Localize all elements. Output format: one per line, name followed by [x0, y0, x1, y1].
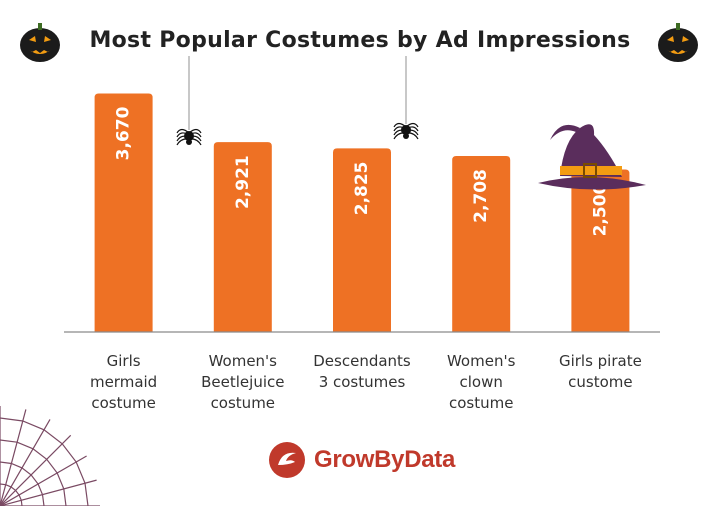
pumpkin-icon: [20, 23, 60, 62]
pumpkin-eye: [29, 36, 36, 42]
pumpkin-mouth: [666, 49, 690, 54]
web-ring: [0, 439, 67, 506]
bar-value-label-3: 2,825: [352, 161, 372, 215]
web-strand: [0, 419, 51, 506]
bar-4: [452, 155, 511, 332]
growbydata-logo-icon: [269, 442, 305, 478]
web-strand: [0, 479, 97, 506]
category-label-3-line-1: Descendants: [313, 352, 411, 370]
pumpkin-eye: [667, 36, 674, 42]
hat-brim: [538, 176, 646, 190]
pumpkin-eye: [44, 36, 51, 42]
spider-leg: [393, 129, 407, 136]
category-label-5-line-1: Girls pirate: [559, 352, 642, 370]
bar-2: [213, 142, 272, 332]
web-ring: [0, 483, 23, 506]
category-label-4-line-3: costume: [449, 394, 513, 412]
spider-web-icon: [0, 406, 100, 506]
bar-value-label-4: 2,708: [471, 169, 491, 223]
web-ring: [0, 417, 89, 506]
spider-leg: [393, 122, 407, 128]
bar-3: [333, 148, 391, 332]
category-label-1-line-1: Girls: [107, 352, 141, 370]
web-strand: [0, 455, 87, 506]
spider-leg: [393, 126, 407, 132]
brand-name: GrowByData: [314, 446, 456, 473]
category-label-1-line-2: mermaid: [90, 373, 157, 391]
spider-leg: [188, 138, 202, 146]
pumpkin-stem: [38, 23, 42, 30]
brand-logo: GrowByData: [268, 440, 455, 480]
bar-value-label-2: 2,921: [233, 155, 253, 209]
spider-leg: [188, 135, 202, 142]
pumpkin-mouth: [28, 49, 52, 54]
web-ring: [0, 461, 45, 506]
spider-icon: [393, 56, 419, 140]
bar-1: [94, 93, 153, 332]
bar-5: [571, 169, 630, 332]
category-label-1-line-3: costume: [91, 394, 155, 412]
spider-head: [186, 139, 192, 145]
spider-leg: [188, 128, 202, 134]
spider-leg: [405, 126, 419, 132]
chart-title: Most Popular Costumes by Ad Impressions: [89, 28, 631, 53]
witch-hat-icon: [538, 124, 646, 190]
spider-leg: [393, 132, 407, 140]
spider-leg: [176, 132, 190, 138]
bar-value-label-5: 2,500: [590, 182, 610, 236]
pumpkin-eye: [682, 36, 689, 42]
web-strand: [0, 434, 72, 506]
category-label-2-line-2: Beetlejuice: [201, 373, 284, 391]
spider-leg: [405, 129, 419, 136]
hat-tip: [550, 124, 580, 140]
hat-band: [560, 166, 622, 175]
category-label-4-line-1: Women's: [447, 352, 516, 370]
spider-head: [403, 133, 409, 139]
bar-value-label-1: 3,670: [114, 106, 134, 160]
spider-leg: [176, 138, 190, 146]
pumpkin-stem: [676, 23, 680, 30]
spider-icon: [176, 56, 202, 146]
spider-leg: [405, 132, 419, 140]
pumpkin-body: [658, 28, 698, 62]
category-label-5-line-2: custome: [568, 373, 632, 391]
spider-leg: [405, 122, 419, 128]
web-strand: [0, 409, 27, 506]
hat-cone: [560, 124, 622, 177]
pumpkin-icon: [658, 23, 698, 62]
hat-buckle: [583, 163, 597, 178]
category-label-2-line-3: costume: [211, 394, 275, 412]
category-label-3-line-2: 3 costumes: [319, 373, 406, 391]
category-label-2-line-1: Women's: [209, 352, 278, 370]
category-label-4-line-2: clown: [460, 373, 503, 391]
spider-leg: [188, 132, 202, 138]
spider-leg: [176, 128, 190, 134]
pumpkin-body: [20, 28, 60, 62]
spider-leg: [176, 135, 190, 142]
